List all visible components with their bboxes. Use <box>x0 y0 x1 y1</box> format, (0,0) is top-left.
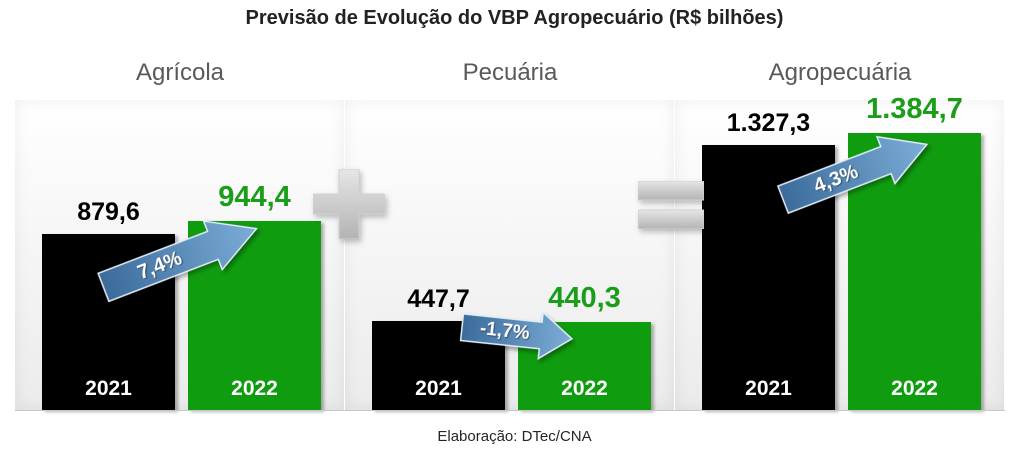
panel-title-pecuaria: Pecuária <box>462 59 558 86</box>
arrow-shape <box>773 119 938 225</box>
chart-title: Previsão de Evolução do VBP Agropecuário… <box>245 7 784 29</box>
change-arrow-agropecuaria: 4,3% <box>773 119 938 225</box>
value-label-agropecuaria-2021: 1.327,3 <box>726 108 811 137</box>
category-label-2022: 2022 <box>891 377 938 400</box>
change-arrow-pecuaria: -1,7% <box>459 302 576 363</box>
equals-sign-icon <box>638 181 704 229</box>
bar-agricola-2022: 2022 <box>188 221 321 410</box>
category-label-2022: 2022 <box>561 377 608 400</box>
category-label-2021: 2021 <box>85 377 132 400</box>
baseline <box>15 410 1005 411</box>
value-label-pecuaria-2022: 440,3 <box>548 281 621 314</box>
panel-agropecuaria: Agropecuária 2021 2022 1.327,3 1.384,7 4… <box>675 0 1005 450</box>
plus-sign-icon <box>313 169 385 239</box>
panel-title-agropecuaria: Agropecuária <box>768 59 912 86</box>
panel-agricola: Agrícola 2021 2022 879,6 944,4 7,4% <box>15 0 345 450</box>
category-label-2021: 2021 <box>745 377 792 400</box>
category-label-2022: 2022 <box>231 377 278 400</box>
category-label-2021: 2021 <box>415 377 462 400</box>
value-label-agropecuaria-2022: 1.384,7 <box>866 93 963 126</box>
arrow-shape <box>92 202 267 314</box>
arrow-shape <box>459 302 576 363</box>
panel-title-agricola: Agrícola <box>135 59 225 86</box>
change-arrow-agricola: 7,4% <box>92 202 267 314</box>
value-label-agricola-2021: 879,6 <box>77 198 140 227</box>
panel-pecuaria: Pecuária 2021 2022 447,7 440,3 -1,7% <box>345 0 675 450</box>
value-label-pecuaria-2021: 447,7 <box>407 284 470 313</box>
value-label-agricola-2022: 944,4 <box>218 181 291 214</box>
source-note: Elaboração: DTec/CNA <box>437 428 592 445</box>
change-label-pecuaria: -1,7% <box>479 318 531 345</box>
